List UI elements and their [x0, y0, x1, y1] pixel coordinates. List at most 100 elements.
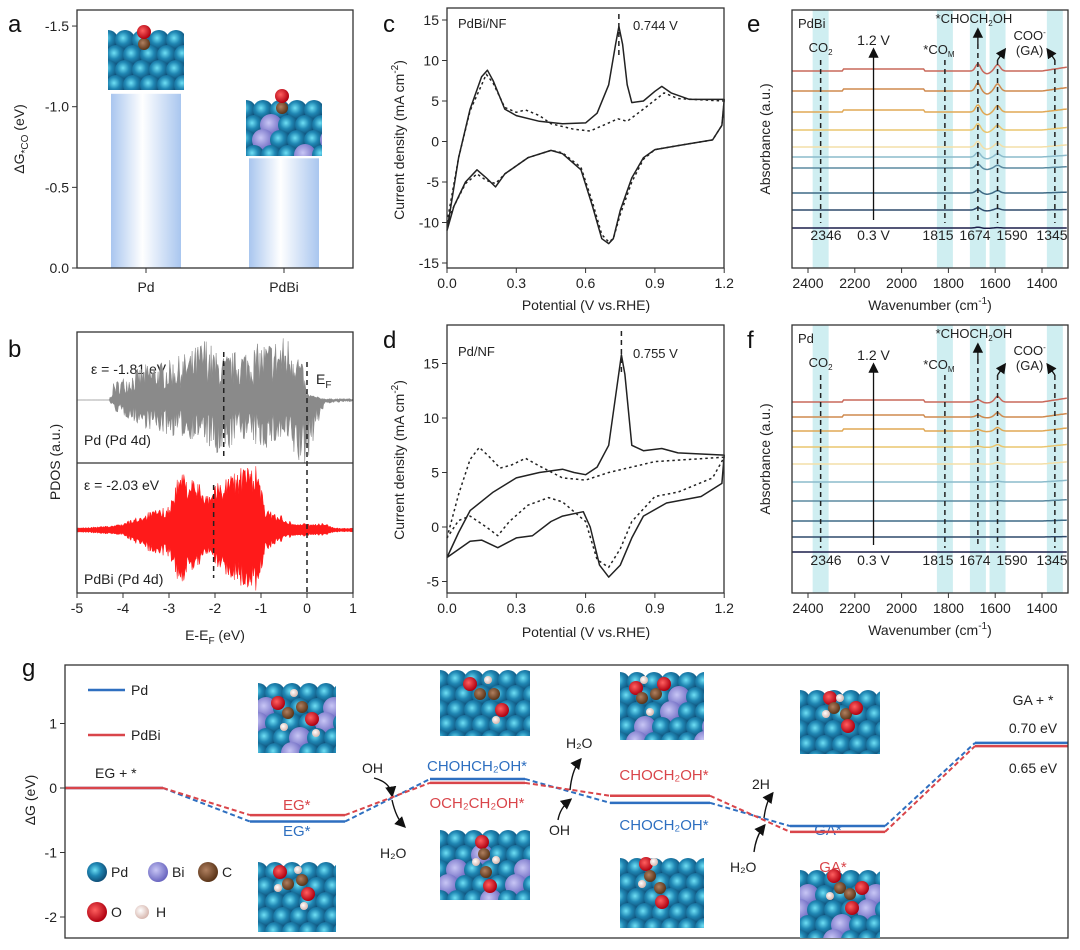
pd-atom: [447, 730, 467, 736]
pd-atom: [108, 75, 126, 90]
pd-atom: [661, 858, 681, 878]
bar-pd: [111, 93, 181, 269]
o-atom: [827, 869, 841, 883]
pd-atom: [858, 720, 878, 740]
h-atom: [290, 689, 298, 697]
c-atom: [480, 866, 492, 878]
pd-atom: [515, 730, 530, 736]
panel-c-xtick-label: 1.2: [714, 275, 734, 291]
panel-f-xtick-label: 1800: [933, 600, 964, 616]
panel-label-g: g: [22, 655, 35, 682]
pd-atom: [265, 713, 285, 733]
pdbi-series-label: PdBi (Pd 4d): [84, 571, 163, 587]
potential-high-label: 1.2 V: [857, 347, 890, 363]
pd-atom: [140, 45, 160, 65]
ir-spectrum-0.6V: [791, 498, 1067, 502]
pd-atom: [157, 75, 177, 90]
peak-band-1345: [1046, 10, 1063, 268]
label-och2ch2oh-pdbi: OCH₂CH₂OH*: [430, 795, 525, 812]
pd-atom: [333, 894, 336, 910]
panel-c-xtick-label: 0.9: [645, 275, 665, 291]
label-2h-out: 2H: [752, 776, 770, 792]
pd-atom: [299, 743, 319, 753]
pd-atom: [316, 922, 336, 932]
pd-atom: [800, 735, 818, 754]
h-atom: [836, 694, 844, 702]
bi-atom: [702, 720, 704, 734]
pd-atom: [841, 930, 861, 938]
c-atom: [488, 688, 500, 700]
bi-atom: [148, 862, 168, 882]
c-atom: [650, 688, 662, 700]
panel-c-ylabel: Current density (mA cm-2): [390, 60, 407, 220]
pd-atom: [875, 721, 880, 739]
panel-e-xtick-label: 2000: [886, 275, 917, 291]
o-atom: [305, 712, 319, 726]
pd-atom: [440, 670, 450, 690]
legend-pd-label: Pd: [131, 682, 148, 698]
c-atom: [296, 874, 308, 886]
pd-atom: [809, 750, 825, 754]
h-atom: [294, 866, 302, 874]
panel-b-xtick-label: -5: [71, 600, 84, 616]
pd-atom: [324, 728, 336, 748]
pd-atom: [108, 45, 126, 65]
pd-atom: [858, 690, 878, 710]
pd-atom: [800, 750, 808, 754]
energy-connector-pd: [884, 742, 976, 827]
pd-atom: [447, 700, 467, 720]
pd-atom: [333, 924, 336, 932]
pd-atom: [800, 690, 810, 710]
ir-spectrum-0.9V: [791, 122, 1067, 134]
pd-atom: [87, 862, 107, 882]
panel-c-peak-label: 0.744 V: [633, 18, 678, 33]
h-atom: [300, 902, 308, 910]
panel-d-ytick-label: -5: [427, 574, 440, 590]
panel-d-cv-pd-chart: Pd/NF 0.755 V Potential (V vs.RHE) Curre…: [390, 324, 734, 640]
panel-f-ir-pd-chart: 2346 1815 1674 1590 1345 CO2 *COM *CHOCH2OHCOO-…: [757, 324, 1069, 638]
pd-d-band-center-label: ε = -1.81 eV: [91, 361, 167, 377]
pd-atom: [149, 30, 169, 50]
pd-atom: [447, 830, 467, 850]
pd-atom: [669, 717, 689, 737]
pd-atom: [678, 888, 698, 908]
chohch2oh-pd-model: [440, 670, 530, 736]
arrow-oh-in-2: [557, 798, 573, 821]
pd-atom: [866, 735, 880, 754]
pd-atom: [481, 730, 501, 736]
panel-f-xlabel: Wavenumber (cm-1): [868, 621, 992, 638]
panel-g-free-energy-diagram: ΔG (eV) Pd PdBi EG + * EG* EG* CHOHCH₂OH…: [22, 664, 1069, 939]
pd-atom: [304, 100, 322, 120]
pd-atom: [523, 685, 530, 705]
panel-label-f: f: [747, 327, 754, 354]
panel-a-ylabel: ΔG*CO (eV): [11, 104, 31, 174]
o-atom: [475, 835, 489, 849]
o-atom: [841, 719, 855, 733]
pd-atom: [246, 145, 264, 156]
pd-atom: [849, 915, 869, 935]
ir-spectrum-0.7V: [791, 151, 1067, 160]
pd-atom: [498, 670, 518, 690]
pd-atom: [620, 888, 630, 908]
cv-curve-dotted: [446, 446, 725, 569]
eg-pdbi-model: [258, 683, 336, 753]
bi-atom: [626, 731, 648, 740]
h-atom: [472, 858, 480, 866]
pd-atom: [678, 858, 698, 878]
panel-d-xlabel: Potential (V vs.RHE): [522, 624, 650, 640]
panel-f-ylabel: Absorbance (a.u.): [757, 403, 773, 514]
pd-atom: [258, 877, 276, 897]
coo-assignment-label: COO-: [1013, 343, 1046, 358]
arrow-ga: [1046, 47, 1057, 61]
panel-label-a: a: [8, 11, 22, 38]
o-atom: [823, 691, 837, 705]
energy-connector-pdbi: [884, 745, 976, 833]
pd-atom: [620, 702, 630, 722]
panel-c-xtick-label: 0.6: [576, 275, 596, 291]
pd-atom: [258, 907, 276, 927]
arrow-coo: [995, 47, 1007, 61]
ir-spectrum-1.2V: [791, 395, 1067, 404]
coo-assignment-label: COO-: [1013, 28, 1046, 43]
panel-b-ylabel: PDOS (a.u.): [47, 424, 63, 500]
